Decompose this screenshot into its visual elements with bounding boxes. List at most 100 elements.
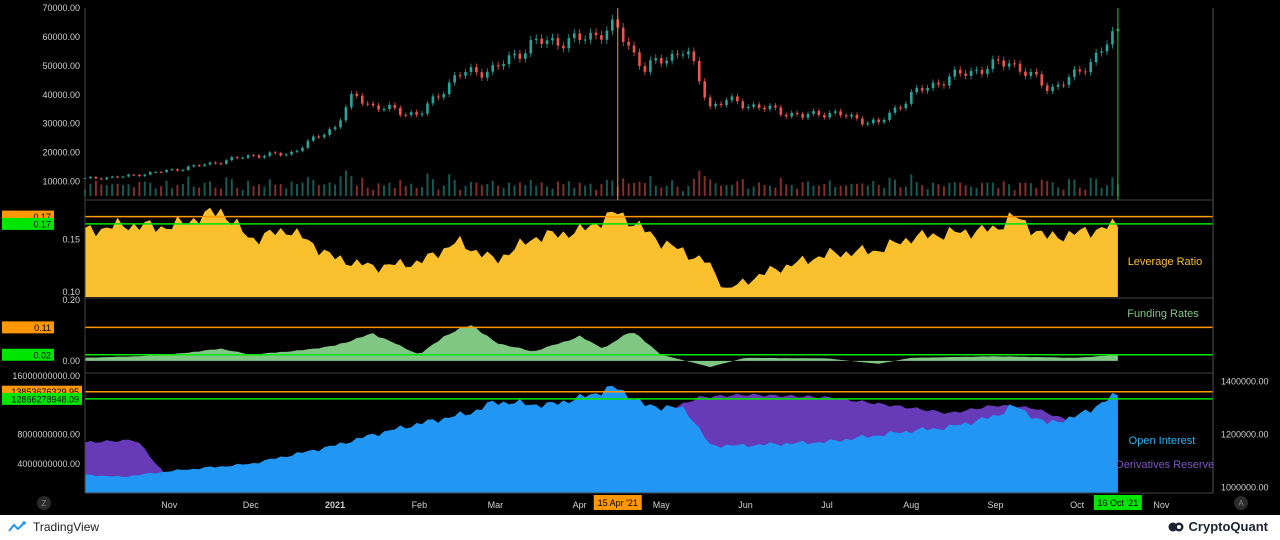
volume-bar <box>551 188 554 196</box>
volume-bar <box>883 188 886 196</box>
price-candle <box>594 32 598 36</box>
volume-bar <box>187 176 190 196</box>
leverage-marker-bg <box>2 217 54 230</box>
volume-bar <box>671 180 674 196</box>
volume-bar <box>687 186 690 196</box>
volume-bar <box>877 184 880 196</box>
price-candle <box>844 115 848 117</box>
price-candle <box>355 93 359 96</box>
price-candle <box>801 114 804 118</box>
volume-bar <box>649 176 652 196</box>
price-candle <box>371 103 375 106</box>
volume-bar <box>703 175 706 196</box>
price-candle <box>866 123 870 125</box>
price-candle <box>203 164 206 166</box>
price-candle <box>143 174 147 177</box>
price-candle <box>415 112 418 115</box>
price-candle <box>600 35 603 40</box>
scale-button-left[interactable] <box>37 496 51 510</box>
volume-bar <box>893 179 896 196</box>
price-candle <box>572 33 576 39</box>
volume-bar <box>529 180 532 196</box>
volume-bar <box>578 182 581 196</box>
volume-bar <box>1111 177 1114 196</box>
volume-bar <box>834 186 837 196</box>
volume-bar <box>1073 179 1076 196</box>
price-candle <box>1105 44 1109 52</box>
price-candle <box>246 155 250 158</box>
price-candle <box>861 118 864 125</box>
volume-bar <box>89 184 92 196</box>
price-candle <box>507 55 511 65</box>
volume-bar <box>779 177 782 196</box>
volume-bar <box>665 185 668 196</box>
volume-bar <box>154 188 157 196</box>
volume-bar <box>448 174 451 196</box>
volume-bar <box>980 182 983 196</box>
volume-bar <box>638 181 641 196</box>
volume-bar <box>763 184 766 196</box>
scale-button-left-label: Z <box>42 499 47 508</box>
price-candle <box>736 96 739 102</box>
price-candle <box>649 60 652 72</box>
volume-bar <box>622 178 625 196</box>
derivatives-left-tick-label: 8000000000.00 <box>17 430 80 440</box>
price-candle <box>654 58 658 61</box>
volume-bar <box>1002 181 1005 196</box>
price-candle <box>670 53 674 61</box>
volume-bar <box>1046 181 1049 196</box>
tradingview-brand[interactable]: TradingView <box>8 520 99 534</box>
price-candle <box>958 69 962 74</box>
funding-area <box>85 325 1118 368</box>
volume-bar <box>290 181 293 196</box>
price-candle <box>746 106 750 109</box>
price-candle <box>779 107 783 115</box>
price-candle <box>279 153 283 156</box>
volume-bar <box>116 183 119 196</box>
price-candle <box>904 103 908 109</box>
price-candle <box>828 112 832 118</box>
volume-bar <box>268 179 271 196</box>
price-candle <box>665 60 668 64</box>
price-candle <box>714 103 717 107</box>
volume-bar <box>861 183 864 196</box>
volume-bar <box>317 184 320 196</box>
volume-bar <box>643 182 646 196</box>
volume-bar <box>986 182 989 196</box>
price-candle <box>823 115 826 118</box>
price-candle <box>893 107 897 113</box>
price-candle <box>583 39 587 41</box>
price-candle <box>464 72 467 76</box>
volume-bar <box>464 186 467 196</box>
scale-button-right[interactable] <box>1234 496 1248 510</box>
volume-bar <box>1078 187 1081 196</box>
x-tick-label: Mar <box>488 500 504 510</box>
volume-bar <box>681 191 684 196</box>
price-candle <box>567 38 571 49</box>
volume-bar <box>790 184 793 196</box>
volume-bar <box>149 182 152 196</box>
volume-bar <box>633 182 636 196</box>
volume-bar <box>1089 177 1092 196</box>
price-candle <box>817 110 821 116</box>
cryptoquant-brand[interactable]: CryptoQuant <box>1168 519 1268 534</box>
price-candle <box>730 96 734 101</box>
volume-bar <box>469 181 472 196</box>
volume-bar <box>692 178 695 196</box>
volume-bar <box>132 187 135 196</box>
x-tick-label: Jul <box>821 500 833 510</box>
price-candle <box>360 95 364 104</box>
price-candle <box>529 40 533 54</box>
volume-bar <box>241 189 244 196</box>
price-candle <box>812 110 815 114</box>
x-highlight-label: 16 Oct '21 <box>1097 498 1138 508</box>
price-candle <box>273 152 277 154</box>
price-candle <box>556 37 560 46</box>
volume-bar <box>306 177 309 196</box>
price-tick-label: 30000.00 <box>42 119 80 129</box>
volume-bar <box>817 185 820 196</box>
volume-bar <box>100 184 103 196</box>
volume-bar <box>442 185 445 196</box>
volume-bar <box>165 180 168 196</box>
volume-bar <box>138 181 141 196</box>
